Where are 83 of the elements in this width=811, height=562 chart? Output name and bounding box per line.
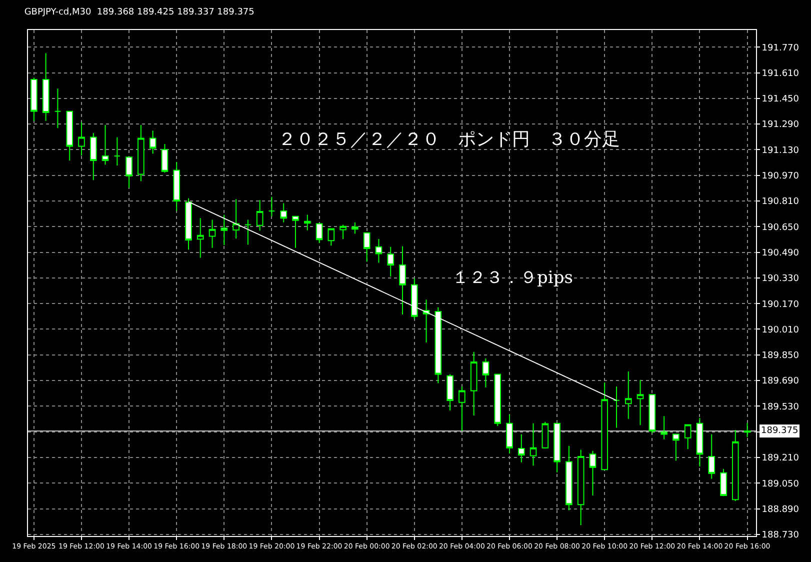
candlestick <box>708 434 716 480</box>
candlestick <box>554 422 560 473</box>
candlestick <box>363 232 370 262</box>
candlestick <box>624 371 632 420</box>
candlestick <box>458 386 466 432</box>
candlestick <box>387 246 394 278</box>
y-tick-label: 189.850 <box>762 351 800 362</box>
candlestick <box>30 77 38 122</box>
candlestick <box>446 374 454 411</box>
candlestick <box>720 468 727 497</box>
candlestick <box>636 379 644 426</box>
candlestick <box>232 198 240 240</box>
y-tick-label: 190.810 <box>762 197 800 208</box>
candlestick <box>304 214 311 231</box>
ref-line-label: 189.375 <box>761 426 798 436</box>
candlestick <box>422 299 430 344</box>
candlestick <box>696 417 704 467</box>
candlestick <box>410 278 418 320</box>
candlestick <box>375 238 382 264</box>
candlestick <box>494 374 502 427</box>
candlestick <box>292 216 299 248</box>
candlestick <box>732 430 739 502</box>
candlestick <box>244 219 252 246</box>
candlestick <box>268 196 276 217</box>
y-tick-label: 190.970 <box>762 172 800 182</box>
candlestick <box>161 143 168 174</box>
annotation: ２０２５／２／２０ ポンド円 ３０分足 <box>278 129 620 150</box>
y-tick-label: 189.210 <box>762 454 800 464</box>
candlestick <box>90 132 97 181</box>
candlestick <box>506 414 513 454</box>
candlestick <box>470 351 478 416</box>
y-tick-label: 189.050 <box>762 479 800 490</box>
candlestick <box>220 214 228 246</box>
y-tick-label: 188.730 <box>762 530 800 541</box>
candlestick <box>114 136 121 166</box>
candlestick <box>684 424 692 450</box>
candlestick <box>208 219 216 248</box>
y-tick-label: 190.010 <box>762 325 800 336</box>
candlestick <box>66 110 74 161</box>
y-tick-label: 189.530 <box>762 402 800 412</box>
candlestick <box>196 218 204 258</box>
annotation: １２３．９pips <box>452 268 573 288</box>
candlestick <box>280 202 288 223</box>
candlestick <box>328 228 335 246</box>
candlestick <box>542 421 549 449</box>
y-tick-label: 191.130 <box>762 146 800 156</box>
candlestick <box>102 124 109 166</box>
y-tick-label: 188.890 <box>762 504 800 515</box>
candlestick <box>434 306 442 384</box>
y-tick-label: 191.770 <box>762 43 800 54</box>
y-tick-label: 189.690 <box>762 376 800 387</box>
candlestick <box>530 422 537 466</box>
candlestick <box>601 382 608 470</box>
chart-title: GBPJPY-cd,M30 189.368 189.425 189.337 189.375 <box>24 7 254 18</box>
y-tick-label: 190.330 <box>762 274 800 284</box>
candlestick <box>672 434 680 462</box>
candlestick <box>316 223 323 244</box>
candlestick <box>256 200 264 232</box>
candlestick <box>566 445 572 511</box>
candlestick <box>173 162 180 212</box>
candlestick <box>126 156 132 188</box>
candlestick <box>482 358 490 388</box>
candlestick <box>577 449 584 526</box>
candlestick <box>42 52 50 122</box>
candlestick <box>613 386 620 428</box>
candlestick <box>138 124 144 182</box>
candlestick <box>518 434 525 463</box>
candlestick <box>648 394 656 434</box>
candlestick <box>352 222 358 234</box>
y-tick-label: 191.610 <box>762 68 800 79</box>
candlestick <box>399 246 406 315</box>
candlestick <box>744 422 751 438</box>
y-tick-label: 190.650 <box>762 222 800 233</box>
y-tick-label: 191.290 <box>762 120 800 130</box>
candlestick <box>149 130 156 154</box>
candlestick <box>660 416 668 440</box>
candlestick <box>589 450 596 496</box>
y-tick-label: 190.170 <box>762 300 800 310</box>
candlestick <box>54 88 62 129</box>
candlestick <box>340 224 346 240</box>
y-tick-label: 190.490 <box>762 248 800 258</box>
candlestick <box>78 122 85 156</box>
y-tick-label: 191.450 <box>762 94 800 105</box>
